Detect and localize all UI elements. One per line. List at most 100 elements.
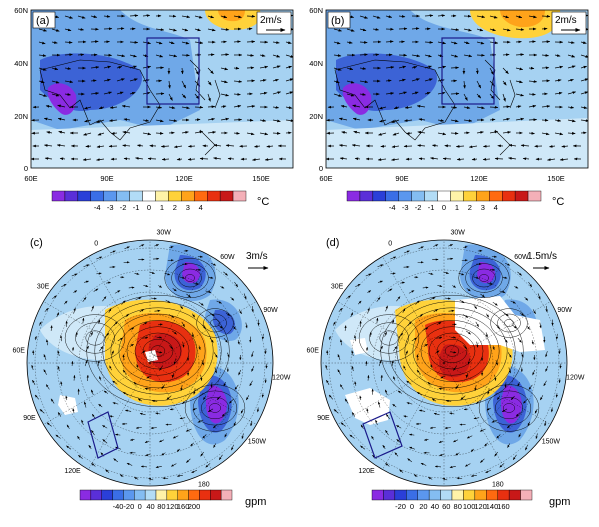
longitude-label: 30E bbox=[37, 284, 50, 291]
cbA-swatch bbox=[52, 191, 65, 201]
cbC-swatch bbox=[156, 490, 167, 500]
cbA-swatch bbox=[65, 191, 78, 201]
panel-d-ref-vector-label: 1.5m/s bbox=[527, 251, 557, 262]
panel-a-lon-60e: 60E bbox=[24, 174, 37, 183]
panel-b-lon-60e: 60E bbox=[319, 174, 332, 183]
cbC-tick-label: 200 bbox=[188, 502, 201, 511]
cbD-tick-label: 20 bbox=[419, 502, 427, 511]
cbD-swatch bbox=[521, 490, 532, 500]
cbB-swatch bbox=[463, 191, 476, 201]
longitude-label: 30E bbox=[331, 284, 344, 291]
cbC-swatch bbox=[134, 490, 145, 500]
longitude-label: 60E bbox=[12, 347, 25, 354]
cbA-tick-label: 0 bbox=[147, 203, 151, 212]
cbA-swatch bbox=[220, 191, 233, 201]
cbC-tick-label: -20 bbox=[123, 502, 134, 511]
cbB-swatch bbox=[476, 191, 489, 201]
cbA-tick-label: -4 bbox=[94, 203, 101, 212]
panel-b-lon-120e: 120E bbox=[470, 174, 488, 183]
cbB-tick-label: 2 bbox=[468, 203, 472, 212]
cbB-swatch bbox=[528, 191, 541, 201]
cbA-swatch bbox=[143, 191, 156, 201]
panel-b: (b) 2m/s 60N 40N 20N 0 60E 90E 120E 150E bbox=[309, 6, 589, 183]
cbD-tick-label: -20 bbox=[395, 502, 406, 511]
panel-b-map bbox=[326, 10, 589, 168]
cbD-swatch bbox=[418, 490, 429, 500]
cbD-swatch bbox=[429, 490, 440, 500]
panel-a-lat-40n: 40N bbox=[14, 59, 28, 68]
cbB-tick-label: -3 bbox=[402, 203, 409, 212]
cbA-swatch bbox=[233, 191, 246, 201]
cbB-swatch bbox=[412, 191, 425, 201]
panel-c-label: (c) bbox=[30, 237, 43, 249]
longitude-label: 150W bbox=[248, 438, 267, 445]
cbD-swatch bbox=[486, 490, 497, 500]
cbA-swatch bbox=[181, 191, 194, 201]
panel-b-lat-20n: 20N bbox=[309, 112, 323, 121]
cbC-tick-label: 80 bbox=[157, 502, 165, 511]
cbA-tick-label: 2 bbox=[173, 203, 177, 212]
cbB-swatch bbox=[425, 191, 438, 201]
longitude-label: 30W bbox=[156, 230, 171, 237]
panel-c-map bbox=[27, 240, 273, 486]
cbD-swatch bbox=[441, 490, 452, 500]
panel-a: (a) 2m/s 60N 40N 20N 0 60E 90E 120E 150E bbox=[14, 6, 294, 183]
panel-c: (c) 3m/s 030W60W90W120W150W180150E120E90… bbox=[12, 230, 290, 500]
longitude-label: 180 bbox=[492, 482, 504, 489]
cbB-tick-label: 4 bbox=[494, 203, 498, 212]
cbA-tick-label: 1 bbox=[160, 203, 164, 212]
longitude-label: 120W bbox=[272, 375, 291, 382]
panel-b-lat-0: 0 bbox=[319, 164, 323, 173]
cbD-swatch bbox=[475, 490, 486, 500]
longitude-label: 90E bbox=[317, 415, 330, 422]
cbD-swatch bbox=[509, 490, 520, 500]
panel-d: (d) 1.5m/s 030W60W90W120W150W180150E120E… bbox=[306, 230, 584, 500]
longitude-label: 30W bbox=[450, 230, 465, 237]
cbC-swatch bbox=[80, 490, 91, 500]
longitude-label: 150W bbox=[542, 438, 561, 445]
cbA-swatch bbox=[130, 191, 143, 201]
cbD-tick-label: 40 bbox=[431, 502, 439, 511]
cbA-tick-label: -2 bbox=[120, 203, 127, 212]
panel-b-lon-90e: 90E bbox=[395, 174, 408, 183]
cbA-tick-label: 4 bbox=[199, 203, 203, 212]
cbD-swatch bbox=[406, 490, 417, 500]
cbB-tick-label: -2 bbox=[415, 203, 422, 212]
cbB-swatch bbox=[515, 191, 528, 201]
panel-a-lat-60n: 60N bbox=[14, 6, 28, 15]
cbD-tick-label: 60 bbox=[442, 502, 450, 511]
cbB-tick-label: -1 bbox=[428, 203, 435, 212]
cbB-swatch bbox=[347, 191, 360, 201]
cbB-tick-label: 1 bbox=[455, 203, 459, 212]
longitude-label: 0 bbox=[388, 240, 392, 247]
cbA-swatch bbox=[155, 191, 168, 201]
panel-d-map bbox=[321, 240, 567, 486]
panel-b-lat-60n: 60N bbox=[309, 6, 323, 15]
cbA-tick-label: -3 bbox=[107, 203, 114, 212]
panel-b-lon-150e: 150E bbox=[547, 174, 565, 183]
cbB-tick-label: 3 bbox=[481, 203, 485, 212]
cbB-swatch bbox=[489, 191, 502, 201]
panel-b-label: (b) bbox=[331, 15, 344, 27]
panel-a-lat-0: 0 bbox=[24, 164, 28, 173]
cbA-tick-label: 3 bbox=[186, 203, 190, 212]
panel-a-label: (a) bbox=[36, 15, 49, 27]
cbD-swatch bbox=[372, 490, 383, 500]
colorbar-c-unit: gpm bbox=[245, 496, 266, 508]
longitude-label: 120E bbox=[358, 468, 375, 475]
cbC-tick-label: -40 bbox=[113, 502, 124, 511]
cbC-tick-label: 40 bbox=[146, 502, 154, 511]
cbB-swatch bbox=[399, 191, 412, 201]
panel-a-lat-20n: 20N bbox=[14, 112, 28, 121]
panel-a-lon-150e: 150E bbox=[252, 174, 270, 183]
cbD-tick-label: 80 bbox=[454, 502, 462, 511]
longitude-label: 90W bbox=[263, 307, 278, 314]
cbC-swatch bbox=[167, 490, 178, 500]
cbB-swatch bbox=[438, 191, 451, 201]
colorbar-d-unit: gpm bbox=[549, 496, 570, 508]
